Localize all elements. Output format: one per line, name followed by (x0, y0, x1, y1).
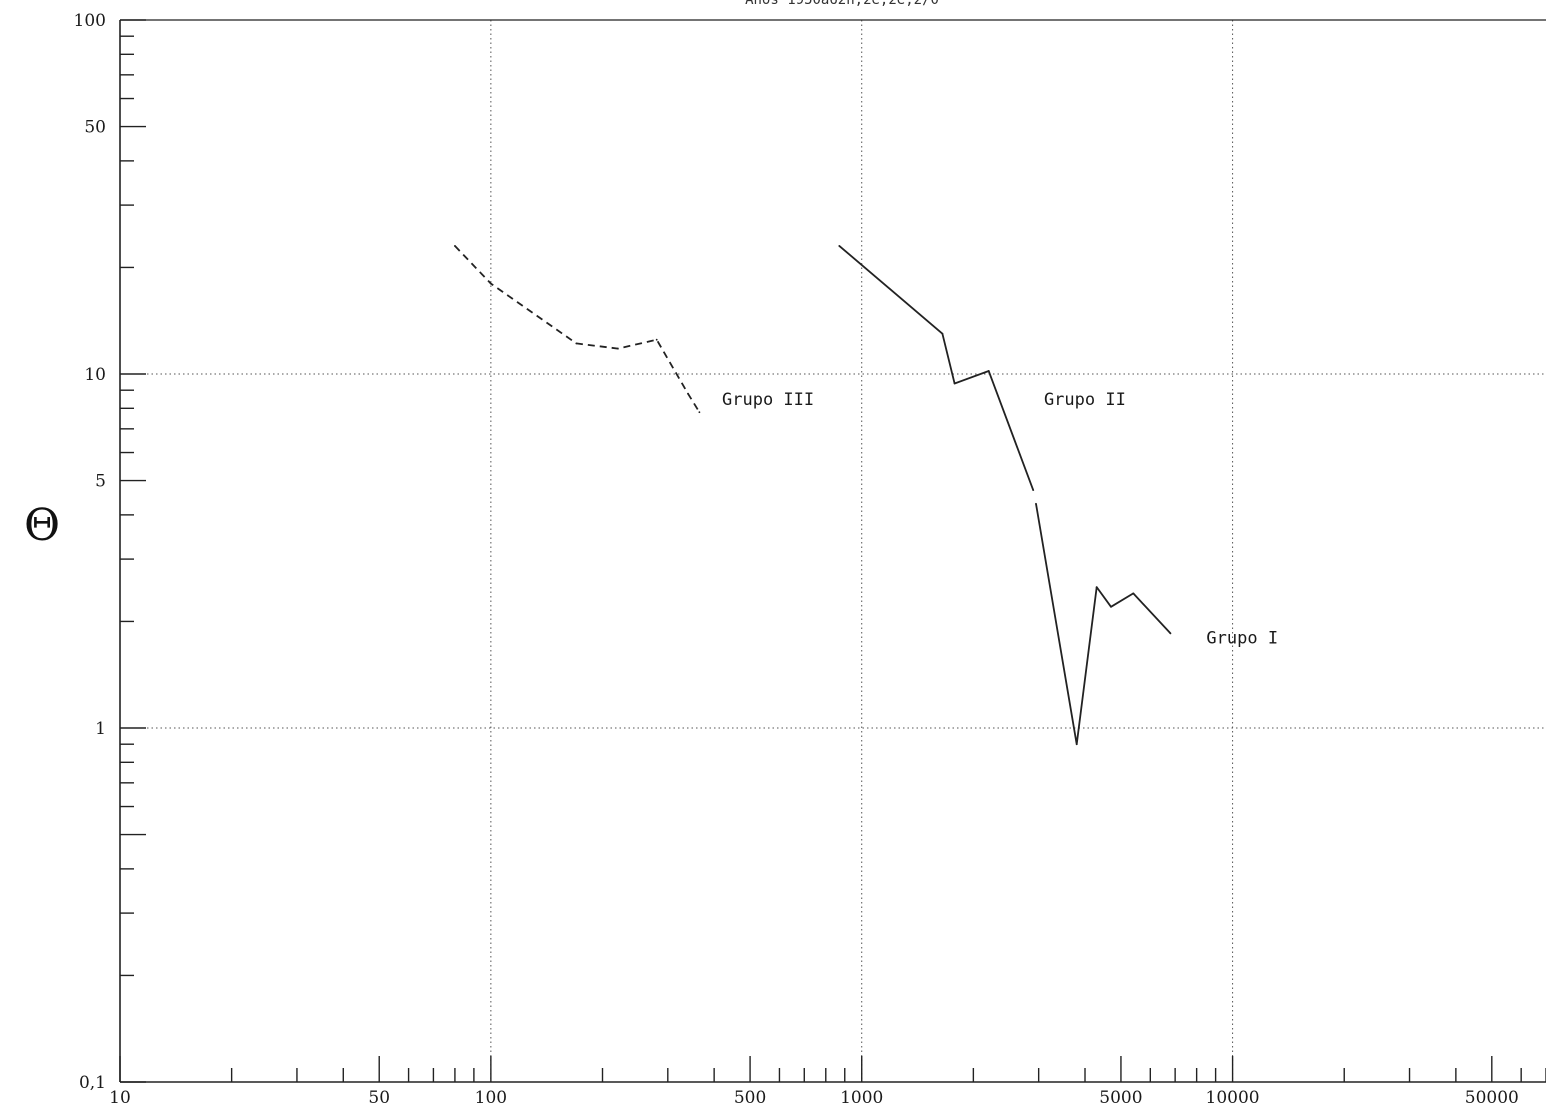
series-point (987, 370, 990, 372)
x-tick-label: 1000 (840, 1088, 883, 1108)
series-point (838, 245, 841, 247)
y-axis-label: Θ (24, 500, 60, 551)
series-point (655, 338, 658, 341)
series-point (941, 332, 944, 335)
series-line-grupo-iii (454, 245, 701, 413)
series-point (575, 342, 578, 345)
series-point (454, 245, 456, 247)
y-tick-labels: 0,1 1 5 10 50 100 (74, 11, 106, 1093)
series-line-grupo-i (1035, 503, 1172, 746)
y-tick-label: 0,1 (79, 1073, 106, 1093)
series-label: Grupo I (1206, 629, 1278, 649)
series-point (1075, 743, 1078, 746)
series-point (616, 347, 619, 350)
series-point (1035, 502, 1037, 505)
x-tick-label: 50000 (1465, 1088, 1519, 1108)
y-tick-label: 50 (84, 118, 106, 138)
y-tick-label: 100 (74, 11, 106, 31)
y-tick-label: 1 (95, 719, 106, 739)
series-labels: Grupo III Grupo II Grupo I (722, 390, 1278, 649)
y-tick-label: 10 (84, 365, 106, 385)
series-lines (454, 245, 1172, 746)
series-label: Grupo II (1044, 390, 1126, 410)
x-tick-label: 100 (475, 1088, 507, 1108)
series-point (698, 411, 701, 414)
series-point (687, 392, 689, 395)
x-tick-label: 10 (109, 1088, 131, 1108)
series-label: Grupo III (722, 390, 814, 410)
series-line-grupo-ii (838, 245, 1035, 491)
x-tick-label: 5000 (1099, 1088, 1142, 1108)
axes (119, 19, 1546, 1083)
y-tick-label: 5 (95, 472, 106, 492)
x-tick-label: 500 (734, 1088, 766, 1108)
series-point (489, 282, 492, 285)
series-point (1110, 605, 1112, 608)
x-tick-label: 10000 (1206, 1088, 1260, 1108)
x-tick-label: 50 (368, 1088, 390, 1108)
series-point (1169, 632, 1172, 635)
grid (120, 20, 1546, 1082)
series-point (1032, 489, 1035, 491)
x-tick-labels: 10 50 100 500 1000 5000 10000 50000 (109, 1088, 1519, 1108)
series-point (953, 382, 956, 385)
series-point (1095, 586, 1098, 589)
series-point (1132, 592, 1135, 595)
chart-title: Años 1950a62n;2e;2e;2/0 (745, 0, 939, 8)
